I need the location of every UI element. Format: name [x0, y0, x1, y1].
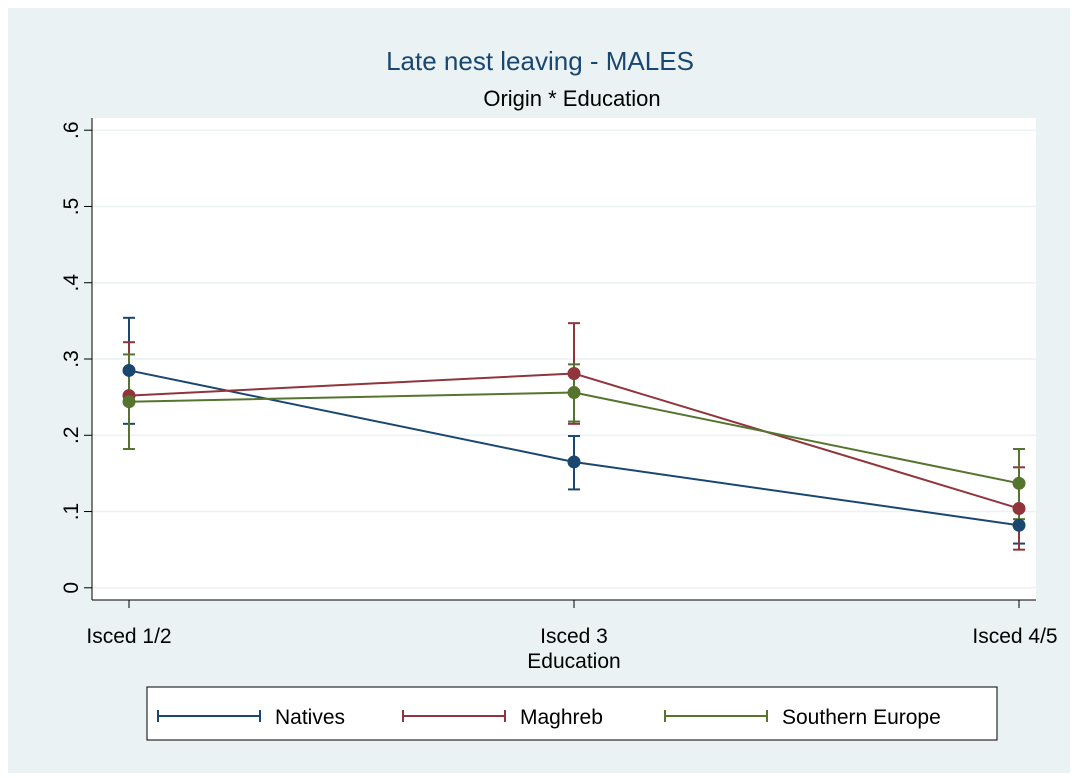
legend-label: Maghreb: [520, 706, 603, 729]
y-tick-label: .6: [60, 121, 83, 139]
data-point: [567, 386, 581, 400]
x-tick-label: Isced 3: [540, 625, 608, 648]
data-point: [122, 363, 136, 377]
chart-subtitle: Origin * Education: [483, 86, 660, 111]
legend-label: Southern Europe: [782, 706, 941, 729]
x-tick-label: Isced 1/2: [86, 625, 171, 648]
data-point: [1012, 518, 1026, 532]
legend-box: [146, 686, 998, 741]
y-tick-label: .1: [60, 503, 83, 521]
y-tick-label: .2: [60, 427, 83, 445]
chart-title: Late nest leaving - MALES: [386, 46, 694, 76]
x-axis-title: Education: [527, 650, 620, 673]
data-point: [122, 395, 136, 409]
data-point: [1012, 501, 1026, 515]
data-point: [567, 366, 581, 380]
y-tick-label: 0: [60, 582, 83, 594]
data-point: [1012, 476, 1026, 490]
y-tick-label: .4: [60, 274, 83, 292]
data-point: [567, 455, 581, 469]
legend-label: Natives: [275, 706, 345, 729]
x-tick-label: Isced 4/5: [972, 625, 1057, 648]
y-tick-label: .5: [60, 198, 83, 216]
y-tick-label: .3: [60, 350, 83, 368]
